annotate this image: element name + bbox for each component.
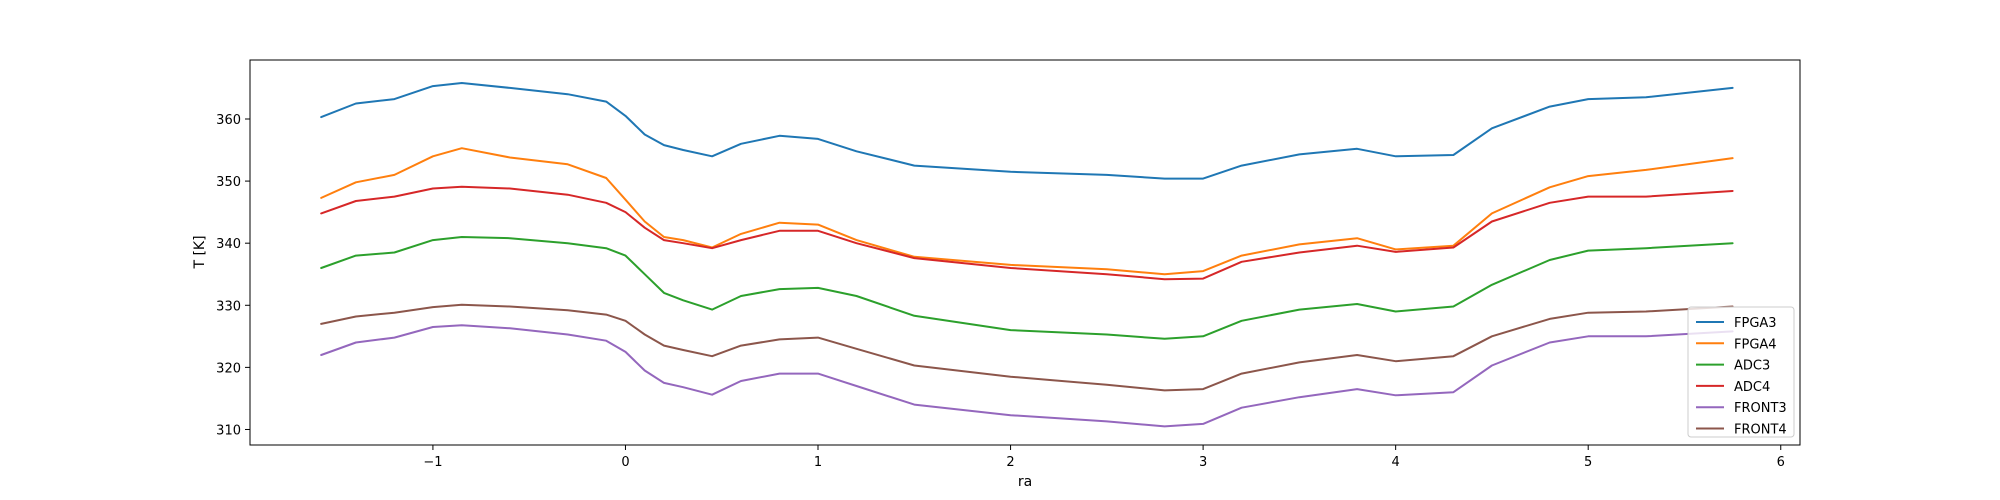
y-tick-label: 310	[216, 423, 241, 438]
series-line-fpga3	[320, 82, 1734, 180]
legend-label-fpga3: FPGA3	[1734, 316, 1777, 331]
x-tick-label: 4	[1392, 455, 1400, 470]
x-axis-ticks: −1 0 1 2 3 4 5 6	[423, 445, 1785, 470]
series-line-front3	[320, 324, 1734, 428]
series-line-fpga4	[320, 147, 1734, 276]
series-line-front4	[320, 303, 1734, 392]
series-layer	[320, 82, 1734, 428]
x-axis-label: ra	[1018, 474, 1032, 490]
legend: FPGA3 FPGA4 ADC3 ADC4 FRONT3 FRONT4	[1687, 306, 1795, 438]
series-line-adc3	[320, 236, 1734, 340]
x-tick-label: 5	[1584, 455, 1592, 470]
legend-label-adc4: ADC4	[1734, 380, 1770, 395]
x-tick-label: 2	[1006, 455, 1014, 470]
y-tick-label: 360	[216, 113, 241, 128]
plot-area: −1 0 1 2 3 4 5 6 310 320 330 340 350 360	[216, 59, 1801, 470]
legend-label-front4: FRONT4	[1734, 423, 1787, 438]
legend-items: FPGA3 FPGA4 ADC3 ADC4 FRONT3 FRONT4	[1696, 316, 1787, 438]
y-tick-label: 340	[216, 237, 241, 252]
legend-label-front3: FRONT3	[1734, 401, 1787, 416]
x-tick-label: 3	[1199, 455, 1207, 470]
legend-frame	[1687, 306, 1795, 438]
x-tick-label: 6	[1777, 455, 1785, 470]
legend-label-fpga4: FPGA4	[1734, 337, 1777, 352]
y-tick-label: 350	[216, 175, 241, 190]
x-tick-label: 1	[814, 455, 822, 470]
legend-label-adc3: ADC3	[1734, 359, 1770, 374]
axes-frame	[249, 59, 1801, 446]
y-axis-ticks: 310 320 330 340 350 360	[216, 113, 250, 438]
series-line-adc4	[320, 185, 1734, 281]
x-tick-label: 0	[621, 455, 629, 470]
y-tick-label: 320	[216, 361, 241, 376]
y-tick-label: 330	[216, 299, 241, 314]
y-axis-label: T [K]	[192, 235, 208, 269]
x-tick-label: −1	[423, 455, 442, 470]
